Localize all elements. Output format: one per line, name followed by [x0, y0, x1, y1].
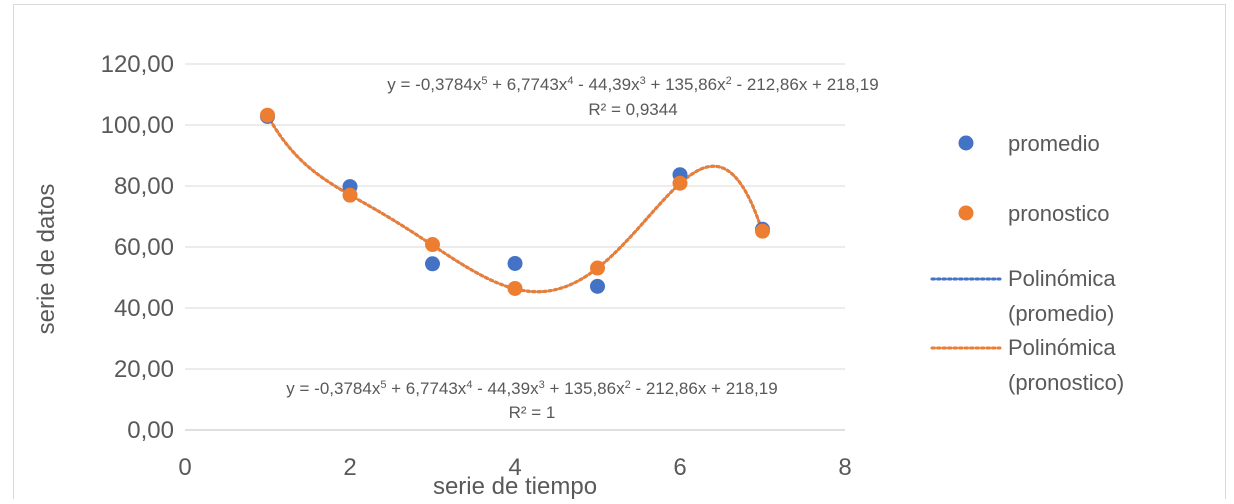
- x-tick-label: 4: [508, 454, 521, 481]
- legend-label-promedio: promedio: [1008, 131, 1100, 156]
- x-tick-label: 6: [673, 454, 686, 481]
- trendline-r2: R² = 1: [509, 403, 556, 422]
- trendline-r2: R² = 0,9344: [588, 100, 677, 119]
- x-tick-labels: 0 2 4 6 8: [178, 454, 851, 481]
- y-tick-label: 20,00: [114, 356, 174, 383]
- y-tick-label: 80,00: [114, 173, 174, 200]
- legend: promedio pronostico Polinómica (promedio) Po…: [930, 131, 1124, 395]
- chart-area-border: [13, 4, 1226, 501]
- y-axis-label: serie de datos: [33, 184, 60, 335]
- data-point-pronostico: [342, 187, 358, 203]
- data-point-promedio: [507, 255, 523, 271]
- legend-label-pronostico: pronostico: [1008, 201, 1110, 226]
- data-point-pronostico: [425, 237, 440, 253]
- y-tick-label: 120,00: [101, 51, 174, 78]
- x-tick-label: 2: [343, 454, 356, 481]
- legend-label-trend: (pronostico): [1008, 370, 1124, 395]
- data-points: [260, 107, 770, 296]
- data-point-pronostico: [755, 223, 770, 239]
- x-axis-label: serie de tiempo: [433, 473, 597, 499]
- legend-label-trend: Polinómica: [1008, 335, 1116, 360]
- gridlines: [185, 63, 845, 431]
- y-tick-labels: 0,00 20,00 40,00 60,00 80,00 100,00 120,00: [101, 51, 174, 444]
- trendline-equations: y = -0,3784x5 + 6,7743x4 - 44,39x3 + 135…: [286, 75, 878, 422]
- data-point-pronostico: [260, 107, 275, 123]
- trendline-equation: y = -0,3784x5 + 6,7743x4 - 44,39x3 + 135…: [387, 75, 878, 94]
- data-point-pronostico: [507, 280, 523, 296]
- trendline-equation: y = -0,3784x5 + 6,7743x4 - 44,39x3 + 135…: [286, 379, 777, 398]
- data-point-promedio: [425, 256, 440, 272]
- legend-marker-promedio: [958, 135, 974, 151]
- data-point-pronostico: [672, 175, 688, 191]
- data-point-promedio: [590, 278, 605, 294]
- y-tick-label: 0,00: [127, 417, 174, 444]
- data-point-pronostico: [590, 260, 605, 276]
- legend-label-trend: (promedio): [1008, 301, 1114, 326]
- y-tick-label: 60,00: [114, 234, 174, 261]
- legend-label-trend: Polinómica: [1008, 266, 1116, 291]
- x-tick-label: 0: [178, 454, 191, 481]
- y-tick-label: 100,00: [101, 112, 174, 139]
- y-tick-label: 40,00: [114, 295, 174, 322]
- x-tick-label: 8: [838, 454, 851, 481]
- legend-marker-pronostico: [958, 205, 974, 221]
